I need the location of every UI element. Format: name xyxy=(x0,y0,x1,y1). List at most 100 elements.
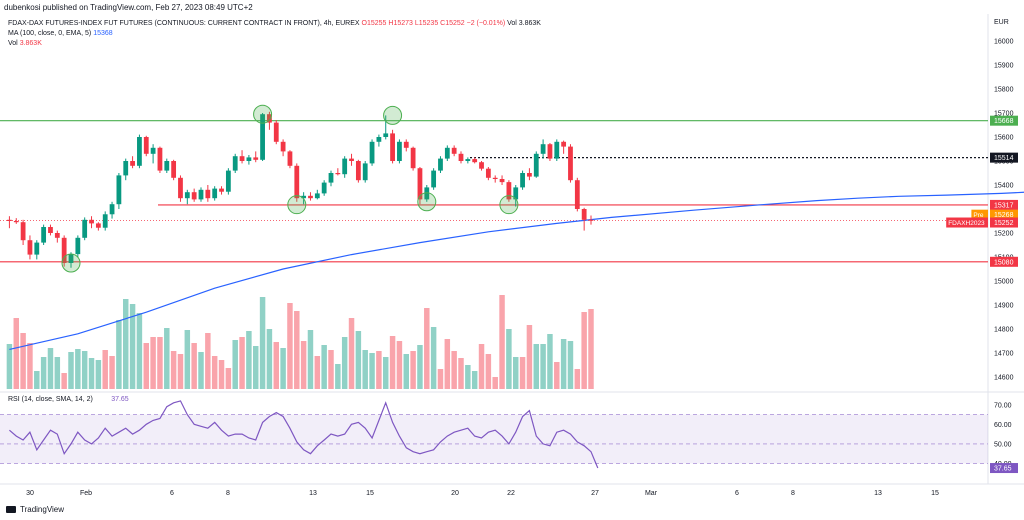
time-tick-label: 8 xyxy=(791,490,795,497)
legend-volume-inline: Vol 3.863K xyxy=(507,20,541,27)
price-tick-label: 15600 xyxy=(994,135,1014,142)
time-tick-label: 6 xyxy=(170,490,174,497)
candle-body xyxy=(253,157,259,160)
candle-body xyxy=(499,179,505,183)
candle-body xyxy=(451,147,457,154)
price-tick-label: 15000 xyxy=(994,279,1014,286)
publisher-line: dubenkosi published on TradingView.com, … xyxy=(4,3,253,12)
volume-bar xyxy=(287,303,293,389)
price-tick-label: 14700 xyxy=(994,351,1014,358)
legend-symbol[interactable]: FDAX-DAX FUTURES-INDEX FUT FUTURES (CONT… xyxy=(8,20,360,27)
volume-bar xyxy=(123,299,129,389)
volume-bar xyxy=(547,334,553,389)
candle-body xyxy=(438,158,443,171)
candle-body xyxy=(540,144,546,154)
candle-body xyxy=(397,141,402,161)
volume-bar xyxy=(369,353,375,389)
volume-bar xyxy=(444,339,451,389)
volume-bar xyxy=(218,360,225,389)
candle-body xyxy=(513,187,519,200)
price-tag-value-box xyxy=(990,209,1018,220)
level-price-label: 15080 xyxy=(994,259,1014,266)
volume-bar xyxy=(68,352,74,389)
volume-bar xyxy=(574,369,581,389)
candle-body xyxy=(116,175,122,205)
legend-ma-row[interactable]: MA (100, close, 0, EMA, 5) 15368 xyxy=(8,29,541,39)
candle-body xyxy=(314,193,320,199)
candle-body xyxy=(581,209,587,220)
legend-vol-row[interactable]: Vol 3.863K xyxy=(8,39,541,49)
candle-body xyxy=(321,182,327,194)
volume-bar xyxy=(205,333,211,389)
candle-body xyxy=(102,214,108,228)
time-tick-label: 6 xyxy=(735,490,739,497)
volume-bar xyxy=(13,318,19,389)
volume-bar xyxy=(588,309,594,389)
volume-bar xyxy=(102,350,108,389)
volume-bar xyxy=(513,357,519,389)
candle-body xyxy=(7,219,12,221)
candle-body xyxy=(390,133,395,161)
volume-bar xyxy=(410,351,416,389)
volume-bar xyxy=(389,336,396,389)
candle-body xyxy=(219,188,224,192)
candle-body xyxy=(479,162,484,169)
candle-body xyxy=(301,195,307,199)
level-price-label: 15514 xyxy=(994,155,1014,162)
volume-bar xyxy=(430,327,437,389)
volume-bar xyxy=(540,344,546,389)
volume-bar xyxy=(560,339,567,389)
candle-body xyxy=(383,133,389,137)
time-tick-label: 13 xyxy=(874,490,882,497)
tradingview-logo[interactable]: TradingView xyxy=(6,505,64,514)
volume-bar xyxy=(355,331,362,389)
volume-bar xyxy=(232,340,238,389)
volume-bar xyxy=(526,325,533,389)
volume-bar xyxy=(396,341,403,389)
level-price-tag xyxy=(990,256,1018,267)
volume-bar xyxy=(451,351,457,389)
candle-body xyxy=(568,146,573,181)
volume-bar xyxy=(581,312,587,389)
price-tick-label: 14800 xyxy=(994,327,1014,334)
candle-body xyxy=(527,173,532,177)
candle-body xyxy=(362,163,368,181)
legend-vol-label: Vol xyxy=(8,40,18,47)
price-tick-label: 14600 xyxy=(994,375,1014,382)
volume-bar xyxy=(61,373,67,389)
price-tick-label: 15700 xyxy=(994,111,1014,118)
volume-bar xyxy=(246,331,252,389)
price-tick-label: 15800 xyxy=(994,87,1014,94)
price-tick-label: 15400 xyxy=(994,183,1014,190)
time-tick-label: 27 xyxy=(591,490,599,497)
legend-ohlc: O15255 H15273 L15235 C15252 −2 (−0.01%) xyxy=(361,20,506,27)
volume-bar xyxy=(109,356,115,389)
volume-bar xyxy=(280,348,286,389)
legend-symbol-row[interactable]: FDAX-DAX FUTURES-INDEX FUT FUTURES (CONT… xyxy=(8,19,541,29)
rsi-value-tag xyxy=(990,463,1018,474)
tradingview-logo-icon xyxy=(6,506,16,513)
candle-body xyxy=(205,189,211,199)
time-tick-label: 15 xyxy=(931,490,939,497)
candle-body xyxy=(95,223,101,228)
volume-bar xyxy=(20,333,26,389)
volume-bar xyxy=(136,313,143,389)
candle-body xyxy=(61,237,67,263)
price-tag-value: 15268 xyxy=(994,212,1014,219)
candle-body xyxy=(246,157,252,161)
candle-body xyxy=(465,159,471,161)
volume-bar xyxy=(191,343,197,389)
candle-body xyxy=(444,147,450,159)
volume-bar xyxy=(417,345,423,389)
level-price-tag xyxy=(990,115,1018,126)
rsi-legend-label: RSI (14, close, SMA, 14, 2) xyxy=(8,396,93,403)
volume-bar xyxy=(567,341,574,389)
swing-point-marker xyxy=(61,253,81,273)
time-tick-label: Mar xyxy=(645,490,658,497)
swing-point-marker xyxy=(383,105,403,125)
legend-vol-value: 3.863K xyxy=(19,40,42,47)
candle-body xyxy=(20,222,26,241)
volume-bar xyxy=(478,344,485,389)
time-tick-label: 20 xyxy=(451,490,459,497)
